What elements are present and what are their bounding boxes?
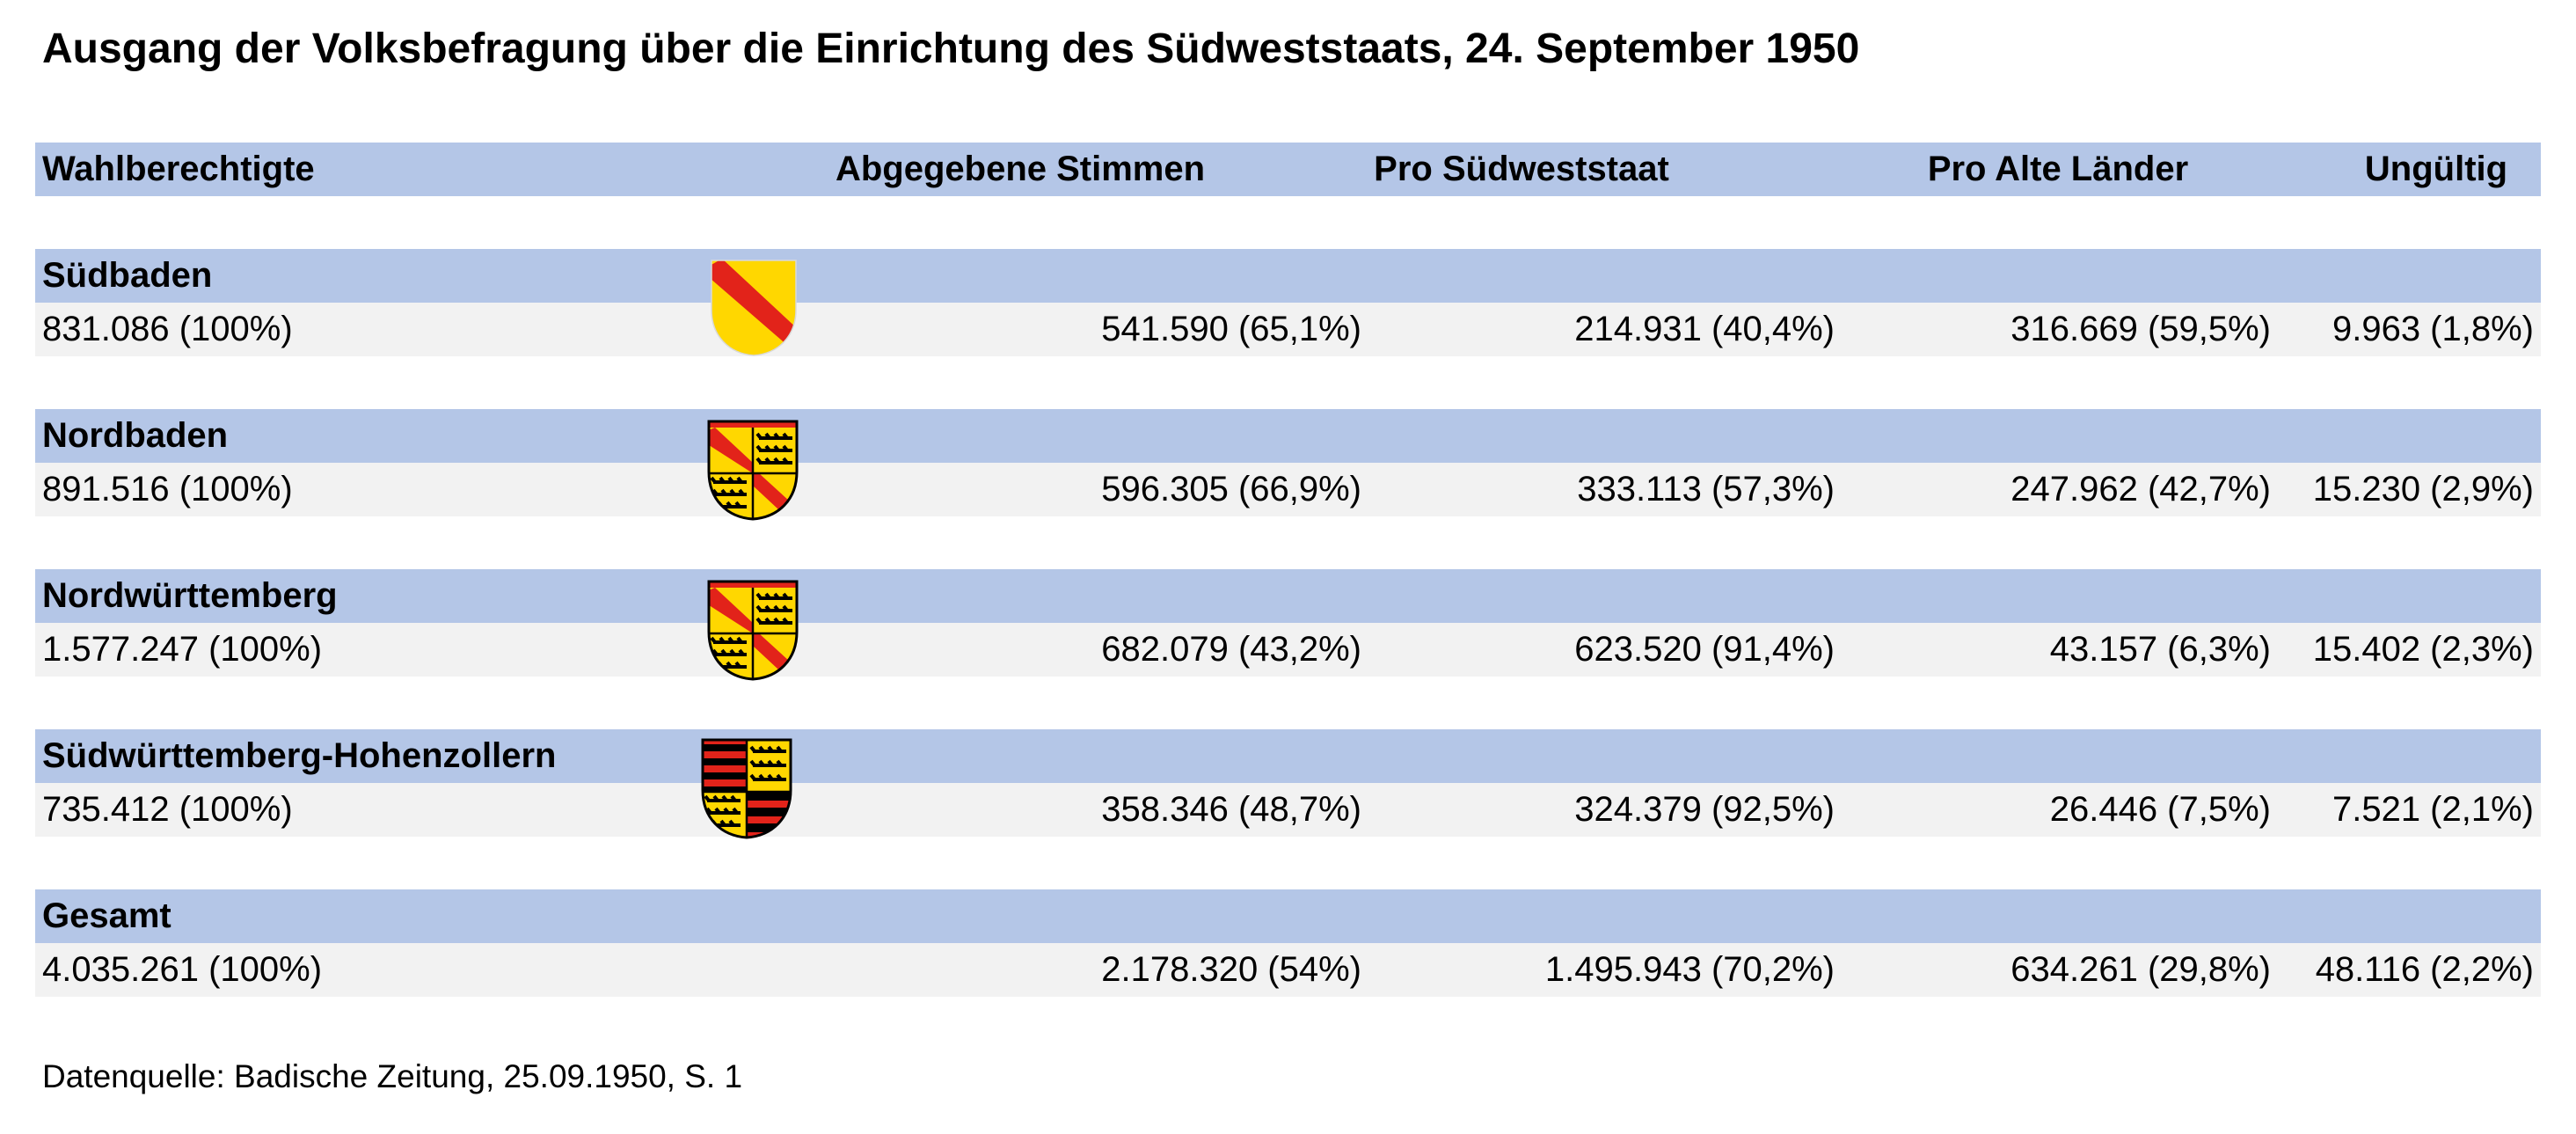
table-row: 735.412 (100%) 358.346 (48,7%) 324.379 (… xyxy=(35,783,2541,837)
region-header-row: Nordbaden xyxy=(35,409,2541,463)
invalid-value: 9.963 (1,8%) xyxy=(2332,310,2534,348)
eligible-value: 735.412 (100%) xyxy=(42,790,293,829)
data-source-note: Datenquelle: Badische Zeitung, 25.09.195… xyxy=(42,1058,743,1094)
cast-value: 596.305 (66,9%) xyxy=(1101,470,1361,508)
eligible-value: 831.086 (100%) xyxy=(42,310,293,348)
region-name: Südbaden xyxy=(42,256,213,295)
pro-southwest-value: 1.495.943 (70,2%) xyxy=(1544,950,1835,989)
table-row: 4.035.261 (100%) 2.178.320 (54%) 1.495.9… xyxy=(35,943,2541,997)
header-eligible: Wahlberechtigte xyxy=(42,150,315,188)
header-pro-old-states: Pro Alte Länder xyxy=(1927,150,2189,188)
table-header: Wahlberechtigte Abgegebene Stimmen Pro S… xyxy=(35,143,2541,196)
wuerttemberg-baden-crest-icon xyxy=(707,420,799,521)
cast-value: 541.590 (65,1%) xyxy=(1101,310,1361,348)
page-title: Ausgang der Volksbefragung über die Einr… xyxy=(42,26,1860,72)
pro-old-states-value: 316.669 (59,5%) xyxy=(2010,310,2271,348)
region-name: Gesamt xyxy=(42,896,171,935)
eligible-value: 1.577.247 (100%) xyxy=(42,630,323,669)
invalid-value: 15.402 (2,3%) xyxy=(2312,630,2534,669)
invalid-value: 7.521 (2,1%) xyxy=(2332,790,2534,829)
cast-value: 358.346 (48,7%) xyxy=(1101,790,1361,829)
pro-old-states-value: 634.261 (29,8%) xyxy=(2010,950,2271,989)
table-row: 1.577.247 (100%) 682.079 (43,2%) 623.520… xyxy=(35,623,2541,677)
pro-old-states-value: 43.157 (6,3%) xyxy=(2049,630,2271,669)
pro-southwest-value: 214.931 (40,4%) xyxy=(1574,310,1835,348)
cast-value: 682.079 (43,2%) xyxy=(1101,630,1361,669)
region-name: Nordwürttemberg xyxy=(42,576,338,615)
eligible-value: 4.035.261 (100%) xyxy=(42,950,323,989)
pro-southwest-value: 623.520 (91,4%) xyxy=(1574,630,1835,669)
invalid-value: 15.230 (2,9%) xyxy=(2312,470,2534,508)
table-row: 831.086 (100%) 541.590 (65,1%) 214.931 (… xyxy=(35,303,2541,356)
header-cast: Abgegebene Stimmen xyxy=(835,150,1206,188)
region-header-row: Südwürttemberg-Hohenzollern xyxy=(35,729,2541,783)
pro-old-states-value: 247.962 (42,7%) xyxy=(2010,470,2271,508)
pro-southwest-value: 333.113 (57,3%) xyxy=(1577,470,1835,508)
table-row: 891.516 (100%) 596.305 (66,9%) 333.113 (… xyxy=(35,463,2541,516)
baden-crest-icon xyxy=(711,260,797,356)
cast-value: 2.178.320 (54%) xyxy=(1101,950,1361,989)
region-header-row: Südbaden xyxy=(35,249,2541,303)
invalid-value: 48.116 (2,2%) xyxy=(2315,950,2534,989)
region-header-row: Nordwürttemberg xyxy=(35,569,2541,623)
pro-southwest-value: 324.379 (92,5%) xyxy=(1574,790,1835,829)
region-name: Südwürttemberg-Hohenzollern xyxy=(42,736,557,775)
total-header-row: Gesamt xyxy=(35,889,2541,943)
header-pro-southwest: Pro Südweststaat xyxy=(1374,150,1669,188)
region-name: Nordbaden xyxy=(42,416,229,455)
wuerttemberg-hohenzollern-crest-icon xyxy=(701,738,792,839)
header-invalid: Ungültig xyxy=(2364,150,2508,188)
eligible-value: 891.516 (100%) xyxy=(42,470,293,508)
wuerttemberg-baden-crest-icon xyxy=(707,580,799,681)
pro-old-states-value: 26.446 (7,5%) xyxy=(2049,790,2271,829)
